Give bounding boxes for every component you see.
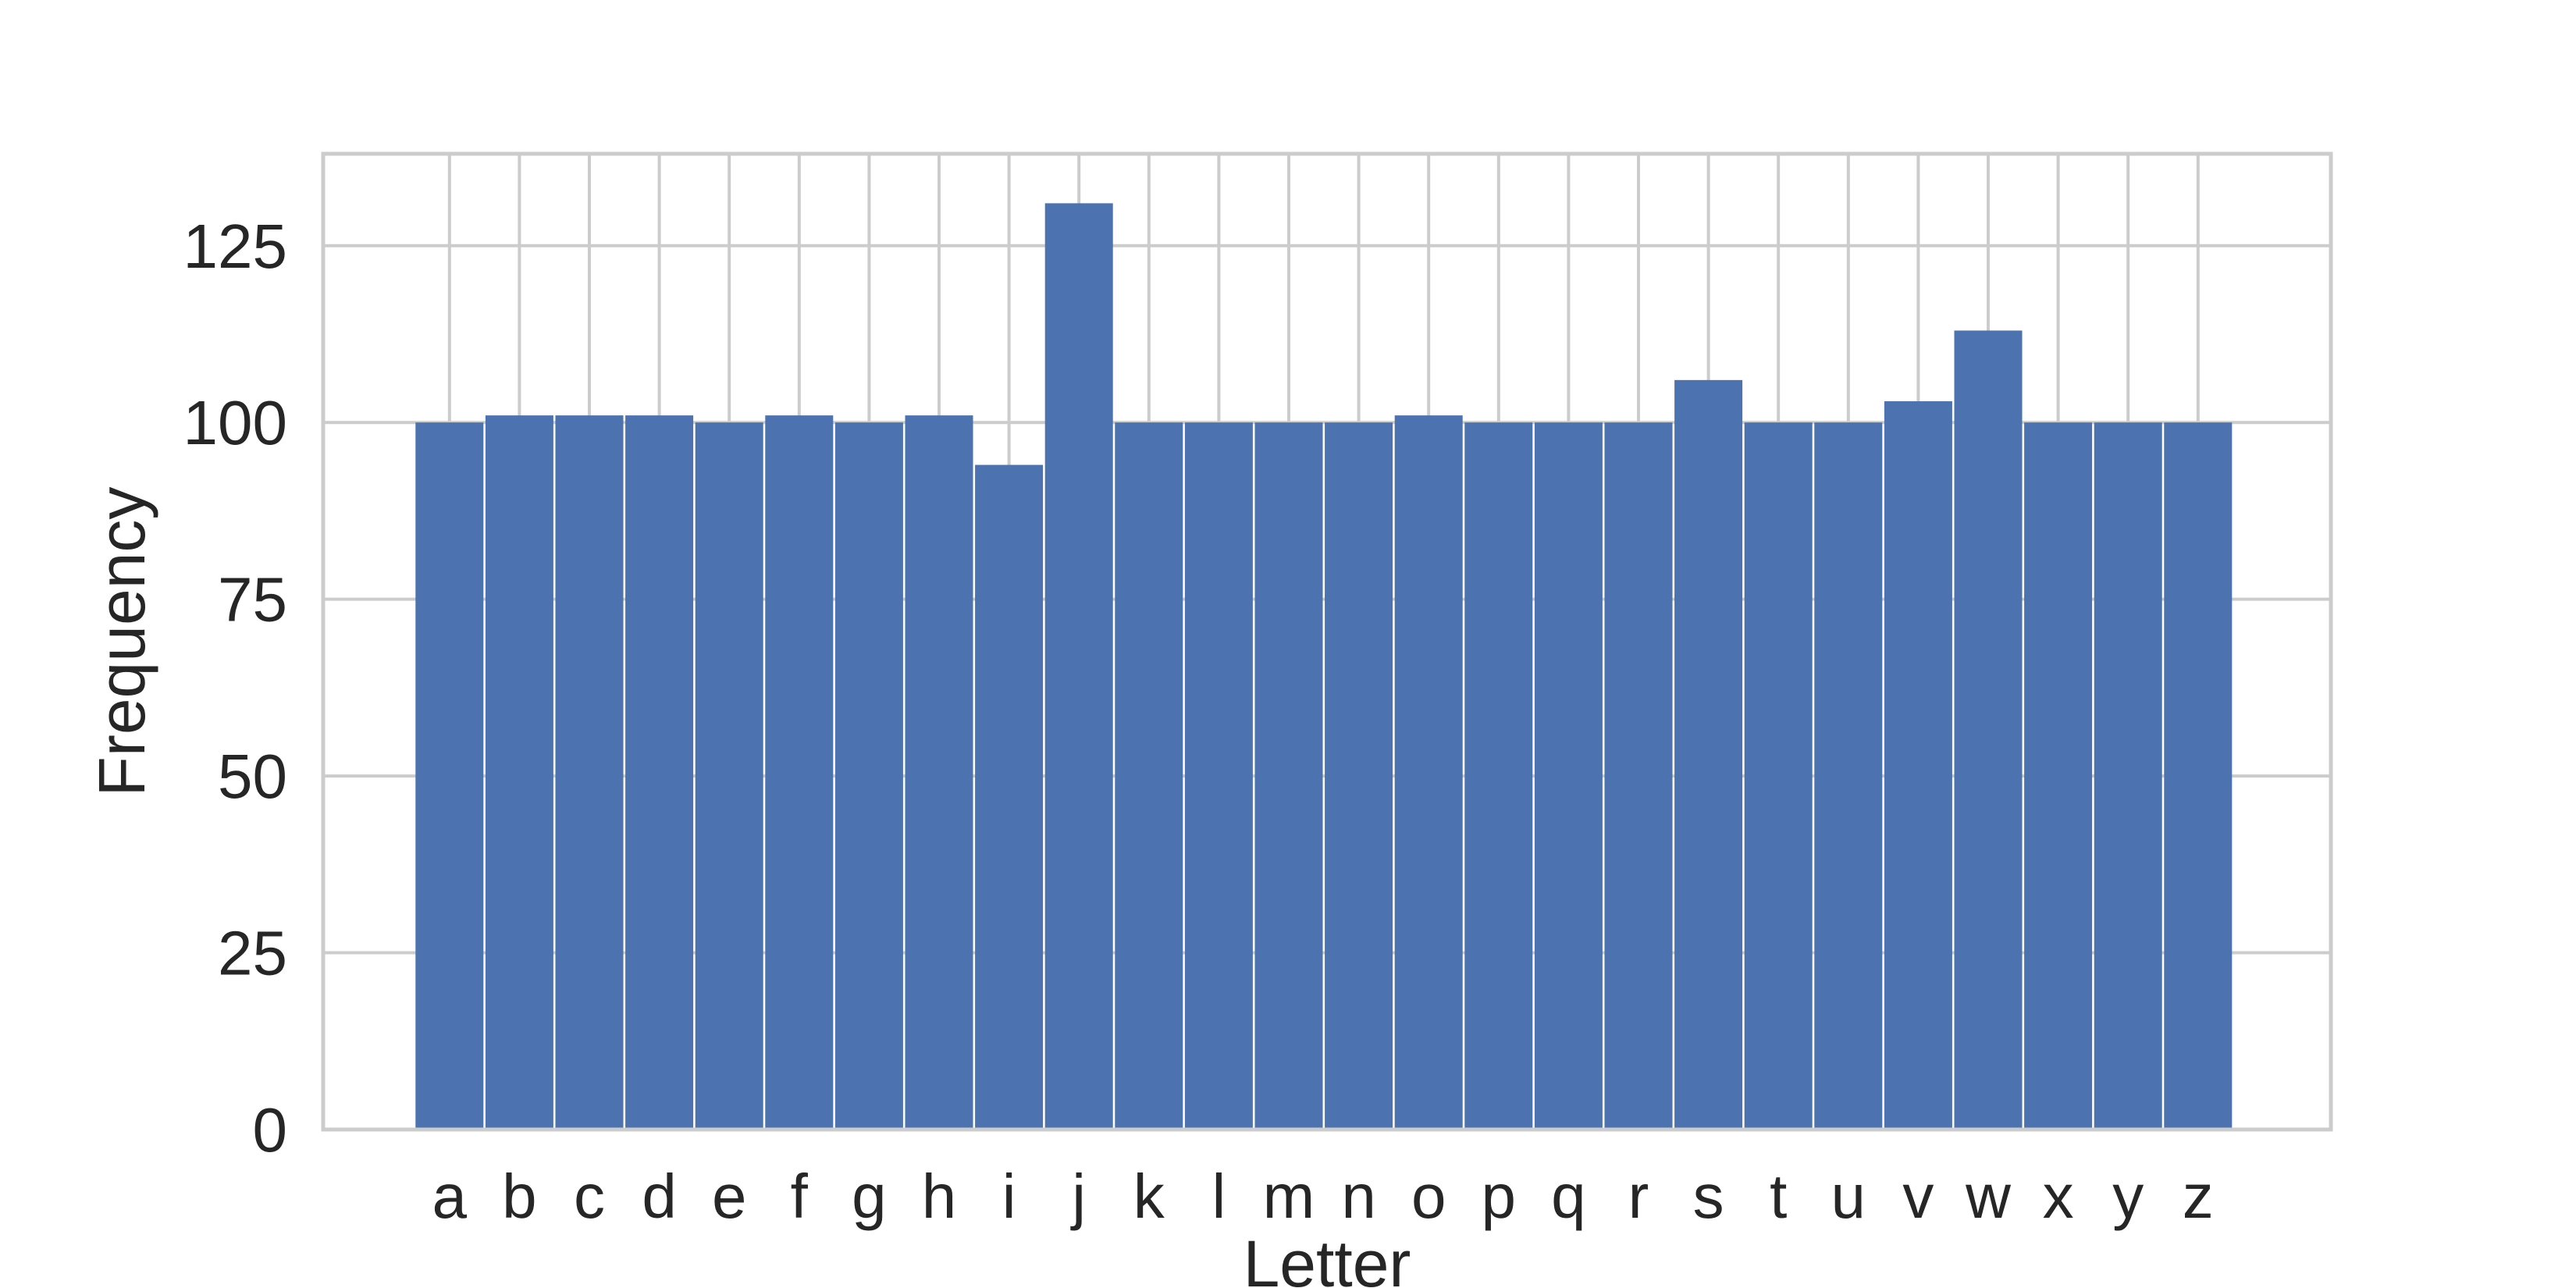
bar-i: [975, 464, 1044, 1130]
x-tick-label: y: [2112, 1162, 2144, 1231]
y-tick-label: 0: [253, 1095, 288, 1165]
x-tick-label: m: [1263, 1162, 1315, 1231]
bar-g: [834, 422, 903, 1130]
bar-f: [765, 415, 834, 1130]
y-axis-label: Frequency: [85, 487, 158, 797]
x-tick-label: e: [712, 1162, 747, 1231]
x-tick-label: r: [1628, 1162, 1649, 1231]
bar-a: [415, 422, 484, 1130]
bar-y: [2094, 422, 2162, 1130]
y-tick-label: 25: [218, 919, 287, 988]
x-tick-label: f: [791, 1162, 809, 1231]
x-tick-label: z: [2183, 1162, 2214, 1231]
x-tick-label: o: [1411, 1162, 1446, 1231]
bar-z: [2164, 422, 2233, 1130]
y-tick-label: 125: [183, 212, 287, 281]
x-tick-label: v: [1902, 1162, 1934, 1231]
x-tick-label: k: [1133, 1162, 1165, 1231]
bar-b: [485, 415, 553, 1130]
y-tick-label: 100: [183, 388, 287, 457]
bar-r: [1604, 422, 1673, 1130]
x-tick-label: h: [922, 1162, 957, 1231]
x-tick-label: l: [1212, 1162, 1226, 1231]
plot-frame: [321, 151, 2333, 1132]
y-tick-labels: 0 25 50 75 100 125: [183, 212, 287, 1165]
bar-m: [1254, 422, 1323, 1130]
bar-h: [905, 415, 973, 1130]
x-tick-label: j: [1070, 1162, 1086, 1231]
bar-k: [1115, 422, 1183, 1130]
x-tick-label: g: [852, 1162, 887, 1231]
x-tick-label: d: [642, 1162, 677, 1231]
x-tick-label: n: [1341, 1162, 1376, 1231]
x-tick-label: x: [2043, 1162, 2074, 1231]
bars: [415, 203, 2233, 1130]
bar-l: [1184, 422, 1253, 1130]
bar-p: [1464, 422, 1533, 1130]
bar-u: [1814, 422, 1883, 1130]
bar-e: [695, 422, 763, 1130]
x-tick-label: i: [1002, 1162, 1016, 1231]
bar-n: [1325, 422, 1393, 1130]
bar-c: [555, 415, 624, 1130]
x-tick-label: b: [502, 1162, 537, 1231]
bar-v: [1884, 401, 1952, 1130]
x-tick-label: a: [432, 1162, 468, 1231]
x-tick-label: u: [1831, 1162, 1866, 1231]
bar-s: [1674, 379, 1743, 1130]
bar-w: [1954, 330, 2023, 1130]
bar-q: [1534, 422, 1603, 1130]
bar-d: [625, 415, 694, 1130]
y-tick-label: 50: [218, 742, 287, 811]
x-axis-label: Letter: [1244, 1227, 1411, 1288]
x-tick-label: t: [1770, 1162, 1787, 1231]
bar-o: [1394, 415, 1463, 1130]
bar-x: [2024, 422, 2093, 1130]
y-tick-label: 75: [218, 565, 287, 635]
x-tick-label: q: [1551, 1162, 1586, 1231]
x-tick-label: p: [1482, 1162, 1517, 1231]
x-tick-label: c: [574, 1162, 605, 1231]
bar-t: [1744, 422, 1813, 1130]
x-tick-label: w: [1965, 1162, 2011, 1231]
bar-j: [1044, 203, 1113, 1130]
x-tick-label: s: [1693, 1162, 1724, 1231]
